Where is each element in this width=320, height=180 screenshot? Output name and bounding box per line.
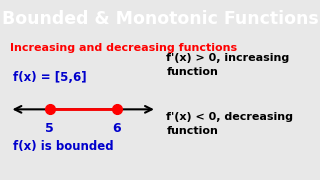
Text: f(x) = [5,6]: f(x) = [5,6] (13, 71, 86, 84)
Text: f'(x) > 0, increasing
function: f'(x) > 0, increasing function (166, 53, 290, 77)
Text: f(x) is bounded: f(x) is bounded (13, 140, 113, 153)
Text: Bounded & Monotonic Functions: Bounded & Monotonic Functions (2, 10, 318, 28)
Text: Increasing and decreasing functions: Increasing and decreasing functions (10, 43, 237, 53)
Text: 5: 5 (45, 122, 54, 135)
Text: 6: 6 (113, 122, 121, 135)
Text: f'(x) < 0, decreasing
function: f'(x) < 0, decreasing function (166, 112, 293, 136)
